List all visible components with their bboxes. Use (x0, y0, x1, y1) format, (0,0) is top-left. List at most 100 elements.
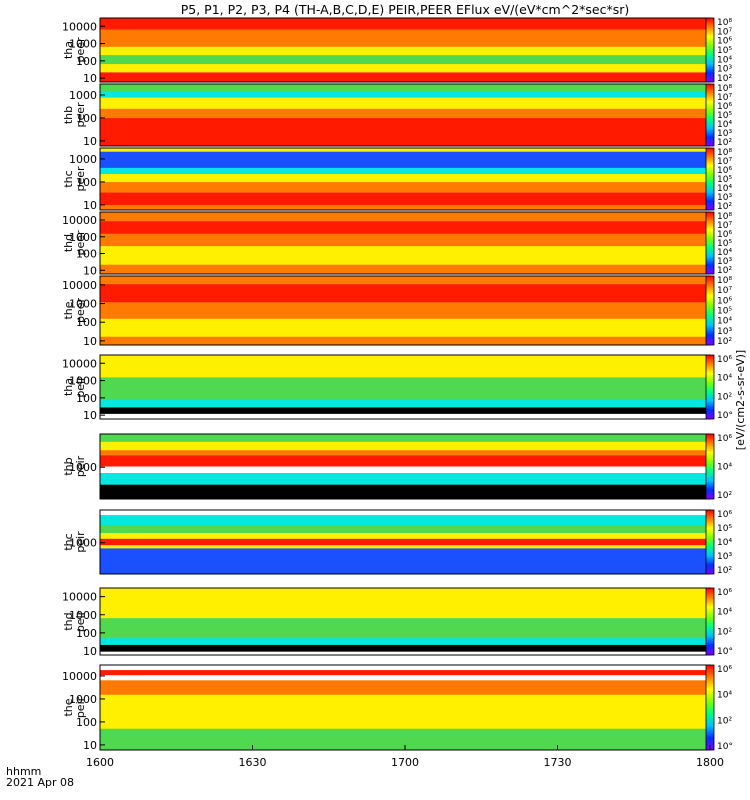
panel-the-peer: 10 100 1000 10000 thepeer 10²10³10⁴10⁵10⁶10⁷1… (62, 275, 732, 348)
x-tick-label: 1600 (86, 756, 114, 769)
y-tick-label: 1000 (69, 461, 97, 474)
colorbar-tick-label: 10⁴ (717, 317, 732, 327)
y-tick-label: 10000 (62, 357, 97, 370)
y-tick-label: 10000 (62, 670, 97, 683)
y-tick-label: 100 (76, 627, 97, 640)
spectrogram-band (100, 212, 710, 222)
colorbar-tick-label: 10² (717, 491, 732, 501)
panel-thd-peer: 10 100 1000 10000 thdpeer 10²10³10⁴10⁵10⁶10⁷1… (62, 211, 732, 277)
colorbar-tick-label: 10⁵ (717, 46, 732, 56)
colorbar (705, 509, 715, 575)
spectrogram-band (100, 680, 710, 696)
y-tick-label: 10 (83, 199, 97, 212)
colorbar-tick-label: 10⁴ (717, 120, 732, 130)
colorbar-tick-label: 10⁶ (717, 434, 732, 444)
y-tick-label: 1000 (69, 231, 97, 244)
spectrogram-band (100, 455, 710, 467)
y-tick-label: 1000 (69, 298, 97, 311)
colorbar (705, 17, 715, 83)
colorbar (705, 211, 715, 275)
colorbar-tick-label: 10⁷ (717, 27, 732, 37)
colorbar-tick-label: 10⁵ (717, 111, 732, 121)
spectrogram-band (100, 638, 710, 646)
colorbar-tick-label: 10⁵ (717, 524, 732, 534)
colorbar-tick-label: 10⁸ (717, 84, 732, 94)
spectrogram-band (100, 302, 710, 320)
colorbar-tick-label: 10⁷ (717, 286, 732, 296)
spectrogram-band (100, 64, 710, 73)
x-tick-label: 1730 (544, 756, 572, 769)
colorbar (705, 83, 715, 147)
spectrogram-band (100, 588, 710, 619)
y-tick-label: 10 (83, 335, 97, 348)
colorbar-tick-label: 10⁶ (717, 102, 732, 112)
spectrogram-band (100, 407, 710, 415)
y-tick-label: 10 (83, 645, 97, 658)
colorbar-tick-label: 10⁴ (717, 248, 732, 258)
colorbar-tick-label: 10⁶ (717, 510, 732, 520)
colorbar (705, 275, 715, 346)
spectrogram-band (100, 18, 710, 31)
colorbar-tick-label: 10⁴ (717, 184, 732, 194)
panel-ylabel: thdpeer (62, 230, 87, 256)
spectrogram-band (100, 538, 710, 546)
y-tick-label: 10 (83, 739, 97, 752)
spectrogram-band (100, 276, 710, 285)
spectrogram-band (100, 148, 710, 153)
y-tick-label: 100 (76, 176, 97, 189)
spectrogram-band (100, 694, 710, 730)
colorbar-tick-label: 10⁶ (717, 37, 732, 47)
colorbar (705, 354, 715, 420)
spectrogram-band (100, 264, 710, 275)
colorbar-tick-label: 10³ (717, 327, 732, 337)
colorbar-tick-label: 10⁸ (717, 276, 732, 286)
colorbar (705, 664, 715, 751)
colorbar-tick-label: 10³ (717, 552, 732, 562)
y-tick-label: 10000 (62, 279, 97, 292)
colorbar-tick-label: 10² (717, 627, 732, 637)
x-tick-label: 1700 (391, 756, 419, 769)
colorbar-tick-label: 10³ (717, 129, 732, 139)
y-tick-label: 100 (76, 316, 97, 329)
colorbar-tick-label: 10² (717, 138, 732, 148)
colorbar-unit-label: [eV/(cm2-s-sr-eV)] (734, 350, 747, 450)
date-label: 2021 Apr 08 (6, 776, 75, 789)
colorbar-tick-label: 10⁵ (717, 307, 732, 317)
colorbar-tick-label: 10³ (717, 257, 732, 267)
colorbar-tick-label: 10³ (717, 193, 732, 203)
panel-ylabel: thepeer (62, 298, 87, 324)
y-tick-label: 100 (76, 55, 97, 68)
colorbar (705, 587, 715, 656)
y-tick-label: 1000 (69, 89, 97, 102)
y-tick-label: 10 (83, 409, 97, 422)
y-tick-label: 1000 (69, 38, 97, 51)
spectrogram-band (100, 510, 710, 516)
colorbar-tick-label: 10² (717, 266, 732, 276)
spectrogram-band (100, 665, 710, 671)
y-tick-label: 10 (83, 72, 97, 85)
colorbar-tick-label: 10⁶ (717, 296, 732, 306)
spectrogram-band (100, 413, 710, 420)
panel-thd-peir: 10 100 1000 10000 thdpeir 10° 10² 10⁴ 10⁶ (62, 587, 733, 658)
panel-ylabel: thcpeir (62, 531, 87, 553)
spectrogram-band (100, 466, 710, 474)
spectrogram-band (100, 84, 710, 92)
panel-ylabel: thapeir (62, 376, 87, 398)
colorbar-tick-label: 10² (717, 202, 732, 212)
spectrogram-band (100, 118, 710, 147)
colorbar (705, 433, 715, 500)
spectrogram-band (100, 46, 710, 56)
y-tick-label: 10 (83, 264, 97, 277)
colorbar-tick-label: 10⁸ (717, 148, 732, 158)
y-tick-label: 1000 (69, 693, 97, 706)
y-tick-label: 1000 (69, 609, 97, 622)
spectrogram-band (100, 533, 710, 540)
colorbar-tick-label: 10⁸ (717, 18, 732, 28)
spectrogram-band (100, 399, 710, 408)
spectrogram-band (100, 515, 710, 526)
colorbar-tick-label: 10² (717, 566, 732, 576)
x-tick-label: 1800 (696, 756, 724, 769)
colorbar (705, 147, 715, 211)
colorbar-tick-label: 10⁶ (717, 166, 732, 176)
